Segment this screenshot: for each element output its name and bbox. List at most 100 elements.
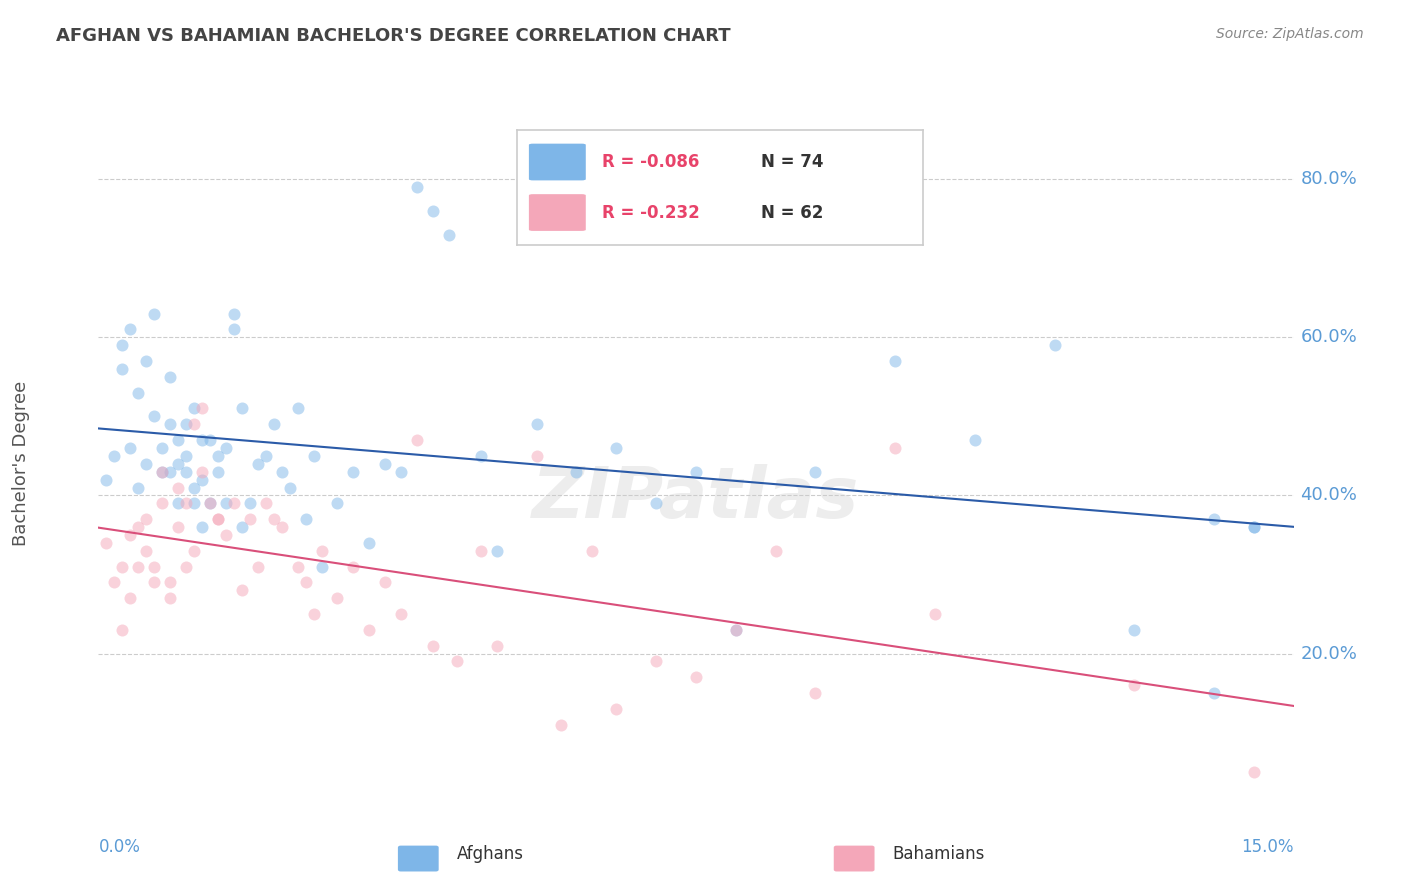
Point [174,559,197,574]
Point [1202,512,1225,526]
Point [174,465,197,479]
Point [174,449,197,463]
Text: 40.0%: 40.0% [1301,486,1357,505]
Point [1043,338,1066,352]
Point [406,180,429,194]
Point [159,369,181,384]
Point [143,307,166,321]
Point [231,401,253,416]
Point [294,512,316,526]
Point [167,457,190,471]
Point [174,417,197,432]
Point [127,481,149,495]
Point [804,465,827,479]
Point [485,543,508,558]
Point [150,465,173,479]
Text: 0.0%: 0.0% [98,838,141,856]
Point [389,465,412,479]
Point [685,670,707,684]
Point [215,528,238,542]
Text: AFGHAN VS BAHAMIAN BACHELOR'S DEGREE CORRELATION CHART: AFGHAN VS BAHAMIAN BACHELOR'S DEGREE COR… [56,27,731,45]
Text: Afghans: Afghans [457,845,524,863]
Point [191,473,214,487]
Point [222,496,245,510]
Text: 15.0%: 15.0% [1241,838,1294,856]
Point [437,227,460,242]
Point [1123,678,1146,692]
Point [143,409,166,424]
Point [167,496,190,510]
Point [143,575,166,590]
Point [278,481,301,495]
Point [1202,686,1225,700]
Text: 20.0%: 20.0% [1301,645,1357,663]
Point [1123,623,1146,637]
Point [183,496,205,510]
Point [135,512,157,526]
Point [287,401,309,416]
Point [159,465,181,479]
Point [326,496,349,510]
Point [263,512,285,526]
Point [765,543,787,558]
Point [222,322,245,336]
Text: ZIPatlas: ZIPatlas [533,464,859,533]
Point [135,457,157,471]
Point [374,575,396,590]
Point [159,591,181,606]
Point [239,496,262,510]
Point [645,655,668,669]
Point [389,607,412,621]
Point [342,559,364,574]
Point [963,433,986,447]
Point [96,473,118,487]
Point [287,559,309,574]
Point [254,449,277,463]
Point [103,575,125,590]
Point [191,520,214,534]
Point [485,639,508,653]
Point [311,559,333,574]
Point [311,543,333,558]
Point [685,465,707,479]
Point [198,433,221,447]
Point [111,623,134,637]
Point [222,307,245,321]
Point [127,385,149,400]
Point [111,362,134,376]
Point [565,465,588,479]
Point [422,203,444,218]
Point [167,481,190,495]
Point [294,575,316,590]
Point [183,401,205,416]
Point [884,354,907,368]
Point [270,520,292,534]
Point [215,441,238,455]
Point [215,496,238,510]
Point [446,655,468,669]
Point [127,520,149,534]
Point [302,607,325,621]
Point [406,433,429,447]
Point [645,496,668,510]
Point [198,496,221,510]
Point [167,433,190,447]
Point [103,449,125,463]
Point [159,417,181,432]
Point [120,528,142,542]
Point [605,702,627,716]
Point [326,591,349,606]
Point [374,457,396,471]
Point [135,354,157,368]
Point [884,441,907,455]
Point [470,449,492,463]
Point [605,441,627,455]
Point [550,717,572,731]
Point [1243,765,1265,780]
Point [174,496,197,510]
Point [526,449,548,463]
Point [207,512,229,526]
Point [120,322,142,336]
Point [207,449,229,463]
Point [270,465,292,479]
